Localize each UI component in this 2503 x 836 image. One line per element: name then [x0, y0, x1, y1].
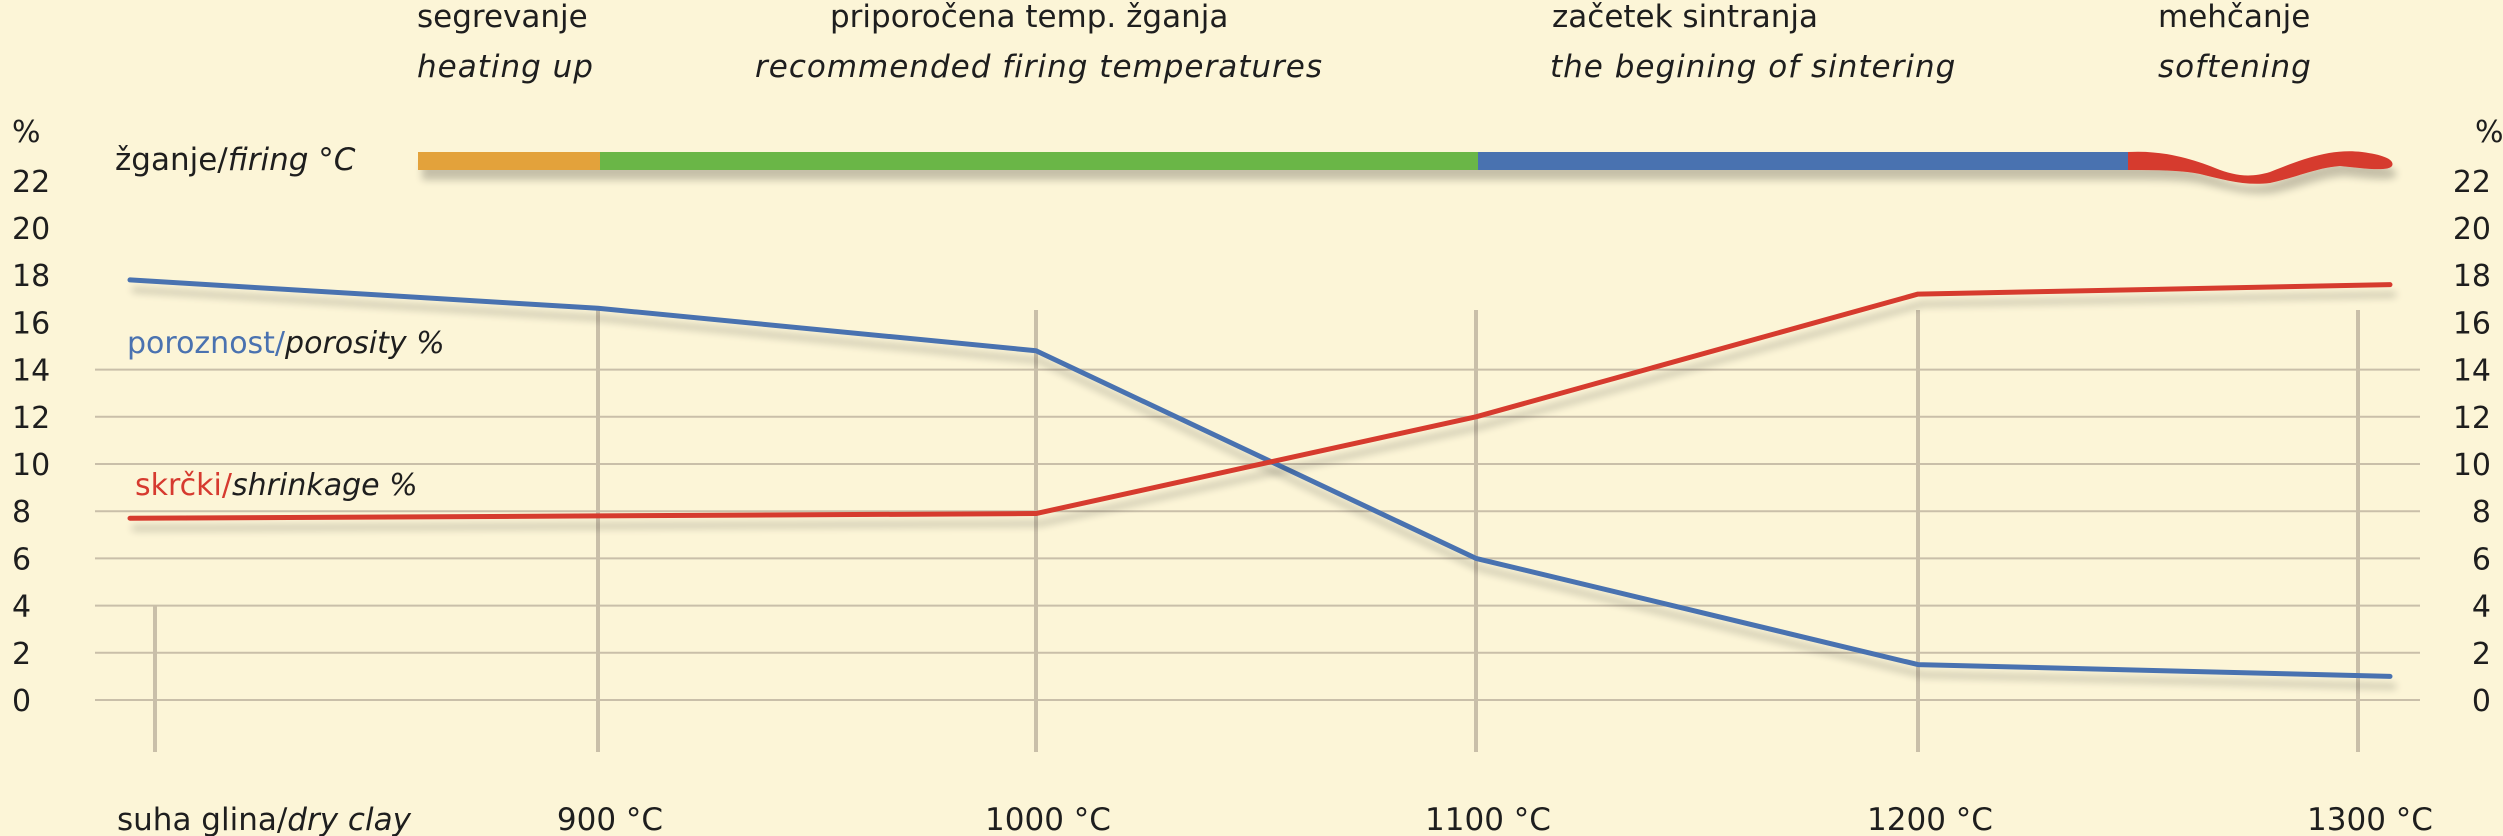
- y-tick-right: 6: [2472, 542, 2491, 577]
- phase-sintering-en: the begining of sintering: [1550, 49, 1956, 85]
- x-tick-label: 1100 °C: [1425, 802, 1551, 836]
- y-tick-left: 16: [12, 306, 50, 341]
- y-tick-right: 22: [2453, 165, 2491, 200]
- y-tick-left: 22: [12, 165, 50, 200]
- y-tick-left: 0: [12, 684, 31, 719]
- grid: [95, 368, 2420, 701]
- y-tick-right: 12: [2453, 401, 2491, 436]
- firing-segment-1: [600, 152, 1478, 170]
- firing-legend: žganje/firing °C: [115, 142, 356, 178]
- porosity-label-en: porosity %: [284, 326, 445, 361]
- firing-segment-2: [1478, 152, 2130, 170]
- y-tick-left: 12: [12, 401, 50, 436]
- phase-softening-en: softening: [2158, 49, 2312, 85]
- shrinkage-label-sl: skrčki/: [135, 468, 233, 503]
- y-tick-left: 6: [12, 542, 31, 577]
- series-line-porosity: [127, 277, 2393, 679]
- x-tick-label-sl: suha glina/: [117, 802, 288, 836]
- y-tick-right: 16: [2453, 306, 2491, 341]
- y-axis-left: % 0 2 4 6 8 10 12 14 16 18 20 22: [12, 115, 50, 719]
- firing-segment-0: [418, 152, 600, 170]
- phase-heating-en: heating up: [417, 49, 594, 85]
- x-gridlines: [153, 310, 2360, 752]
- shrinkage-label: skrčki/shrinkage %: [135, 468, 418, 503]
- firing-label-en: firing °C: [228, 142, 356, 178]
- series-line-shrinkage: [127, 282, 2393, 521]
- shrinkage-label-en: shrinkage %: [232, 468, 418, 503]
- x-tick-label: 1200 °C: [1867, 802, 1993, 836]
- x-tick-label-en: dry clay: [287, 802, 411, 836]
- y-tick-right: 2: [2472, 637, 2491, 672]
- firing-label-sl: žganje/: [115, 142, 228, 178]
- y-unit-right: %: [2475, 115, 2503, 150]
- firing-bar: [418, 151, 2393, 184]
- porosity-label: poroznost/porosity %: [127, 326, 445, 361]
- y-tick-right: 10: [2453, 448, 2491, 483]
- x-tick-label: 1300 °C: [2307, 802, 2433, 836]
- x-tick-label-sl: 1100 °C: [1425, 802, 1551, 836]
- y-tick-right: 20: [2453, 212, 2491, 247]
- y-tick-left: 2: [12, 637, 31, 672]
- y-tick-right: 0: [2472, 684, 2491, 719]
- y-tick-right: 4: [2472, 590, 2491, 625]
- y-tick-left: 14: [12, 354, 50, 389]
- x-tick-label-sl: 1300 °C: [2307, 802, 2433, 836]
- phase-recommended-sl: priporočena temp. žganja: [830, 0, 1228, 35]
- x-tick-label-sl: 1000 °C: [985, 802, 1111, 836]
- x-tick-label: 900 °C: [557, 802, 663, 836]
- firing-label: žganje/firing °C: [115, 142, 356, 178]
- phase-recommended-en: recommended firing temperatures: [755, 49, 1323, 85]
- phase-labels: segrevanje heating up priporočena temp. …: [417, 0, 2312, 85]
- y-tick-left: 10: [12, 448, 50, 483]
- y-tick-left: 4: [12, 590, 31, 625]
- x-tick-label-sl: 900 °C: [557, 802, 663, 836]
- x-tick-label: 1000 °C: [985, 802, 1111, 836]
- phase-softening-sl: mehčanje: [2158, 0, 2310, 35]
- series-labels: poroznost/porosity % skrčki/shrinkage %: [127, 326, 445, 503]
- y-tick-left: 18: [12, 259, 50, 294]
- x-axis-labels: suha glina/dry clay 900 °C 1000 °C 1100 °C 1…: [117, 802, 2433, 836]
- y-unit-left: %: [12, 115, 41, 150]
- x-tick-label-sl: 1200 °C: [1867, 802, 1993, 836]
- series: [127, 277, 2393, 679]
- x-tick-label: suha glina/dry clay: [117, 802, 412, 836]
- porosity-label-sl: poroznost/: [127, 326, 286, 361]
- y-tick-left: 20: [12, 212, 50, 247]
- firing-segment-3: [2128, 151, 2393, 184]
- y-tick-right: 18: [2453, 259, 2491, 294]
- y-tick-right: 8: [2472, 495, 2491, 530]
- y-tick-left: 8: [12, 495, 31, 530]
- phase-heating-sl: segrevanje: [417, 0, 588, 35]
- phase-sintering-sl: začetek sintranja: [1552, 0, 1818, 35]
- y-tick-right: 14: [2453, 354, 2491, 389]
- y-axis-right: % 0 2 4 6 8 10 12 14 16 18 20 22: [2453, 115, 2503, 719]
